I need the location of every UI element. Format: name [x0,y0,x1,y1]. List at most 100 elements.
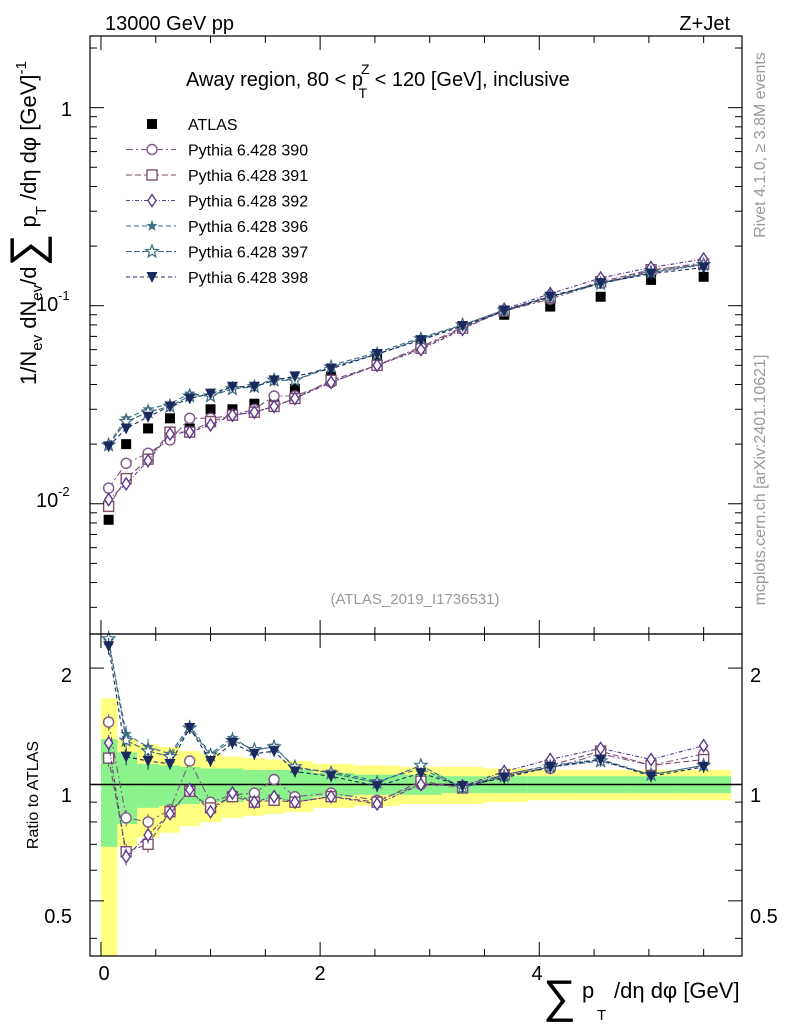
legend-label: ATLAS [188,117,238,134]
ratio-y-tick-label: 2 [61,665,72,687]
ratio-plot-series [100,630,712,866]
data-point-atlas [143,423,154,434]
process-label: Z+Jet [679,13,730,35]
data-point-pythia-6-428-398 [268,375,280,387]
plot-title: Away region, 80 < pZ T < 120 [GeV], inclu… [186,61,570,101]
x-axis-title: ∑ p T /dη dφ [GeV] [543,970,740,1024]
ratio-point-pythia-6-428-398 [289,766,301,778]
legend-marker [146,143,158,156]
legend-label: Pythia 6.428 398 [188,270,308,287]
ratio-point-pythia-6-428-398 [325,771,337,783]
legend-label: Pythia 6.428 390 [188,143,308,160]
ratio-point-pythia-6-428-398 [268,746,280,758]
legend-label: Pythia 6.428 397 [188,245,308,262]
ratio-point-pythia-6-428-392 [165,806,175,821]
ratio-point-pythia-6-428-392 [416,777,426,792]
legend-item-pythia-6-428-391: Pythia 6.428 391 [126,168,308,185]
ratio-band-inner-bin [117,752,138,825]
data-point-pythia-6-428-392 [290,391,300,406]
data-point-pythia-6-428-398 [544,291,556,303]
series-line-pythia-6-428-397 [108,264,704,446]
analysis-id-label: (ATLAS_2019_I1736531) [330,591,499,608]
ratio-point-pythia-6-428-392 [290,794,300,810]
svg-text:Away region, 80 < pZT < 120 [G: Away region, 80 < pZ T < 120 [GeV], inclu… [186,61,570,101]
ratio-point-pythia-6-428-392 [249,794,260,810]
ratio-y-tick-label: 1 [61,785,72,807]
legend-marker [146,169,158,181]
data-point-pythia-6-428-398 [698,262,710,274]
ratio-point-pythia-6-428-392 [227,785,238,801]
legend-item-atlas: ATLAS [147,117,238,134]
ratio-y-tick-label: 0.5 [44,906,72,928]
ratio-plot-frame [89,633,743,957]
data-point-pythia-6-428-392 [326,375,336,390]
main-y-tick-label: 1 [61,99,72,121]
legend-item-pythia-6-428-392: Pythia 6.428 392 [126,193,308,211]
data-point-atlas [164,413,175,424]
ratio-point-pythia-6-428-390 [120,812,132,824]
svg-text:∑: ∑ [543,970,576,1022]
ratio-band-inner-bin [100,739,118,847]
x-tick-label: 4 [531,963,542,985]
data-point-pythia-6-428-392 [249,404,260,420]
ratio-point-pythia-6-428-398 [120,751,132,763]
data-point-pythia-6-428-390 [120,457,132,470]
ratio-point-pythia-6-428-398 [595,754,607,766]
legend-marker [146,272,158,283]
energy-label: 13000 GeV pp [105,13,234,35]
ratio-point-pythia-6-428-398 [226,738,238,750]
legend-label: Pythia 6.428 392 [188,194,308,211]
svg-text:10: 10 [36,490,58,512]
data-point-pythia-6-428-398 [120,423,132,435]
ratio-y-tick-label-right: 1 [750,785,761,807]
data-point-pythia-6-428-398 [457,320,469,332]
ratio-point-pythia-6-428-398 [248,748,260,760]
ratio-point-pythia-6-428-398 [142,755,154,767]
ratio-y-axis-title: Ratio to ATLAS [25,741,42,849]
mcplots-label: mcplots.cern.ch [arXiv:2401.10621] [752,355,769,606]
ratio-point-pythia-6-428-392 [143,827,153,843]
main-y-tick-label: 10 -1 [36,288,70,316]
x-tick-label: 2 [314,963,325,985]
series-line-pythia-6-428-392 [108,258,704,501]
svg-text:10: 10 [36,294,58,316]
ratio-y-tick-label-right: 2 [750,665,761,687]
data-point-pythia-6-428-398 [248,381,260,393]
svg-text:1: 1 [61,99,72,121]
legend-marker [147,119,157,129]
data-point-pythia-6-428-398 [371,349,383,361]
ratio-point-pythia-6-428-397 [118,732,134,748]
data-point-pythia-6-428-392 [269,399,279,414]
data-point-pythia-6-428-398 [498,306,510,318]
data-point-pythia-6-428-398 [184,393,196,405]
legend-item-pythia-6-428-396: Pythia 6.428 396 [126,219,308,236]
ratio-point-pythia-6-428-398 [645,771,657,783]
legend-label: Pythia 6.428 396 [188,219,308,236]
ratio-point-pythia-6-428-392 [205,804,216,820]
legend-marker [146,220,158,231]
data-point-pythia-6-428-392 [227,407,238,423]
legend: ATLAS Pythia 6.428 390 Pythia 6.428 391 Pyt… [126,117,308,287]
svg-text:-1: -1 [58,288,70,303]
main-plot-series [100,251,712,525]
data-point-pythia-6-428-392 [184,424,195,440]
ratio-band-inner-bin [137,763,160,808]
svg-text:-2: -2 [58,484,70,499]
ratio-point-pythia-6-428-392 [269,789,279,804]
svg-text:1/Nev dNev/d∑ pT /dη dφ [GeV]: 1/Nev dNev/d∑ pT /dη dφ [GeV]-1 [0,61,52,385]
axis-ticks [90,36,742,956]
ratio-point-pythia-6-428-398 [498,772,510,784]
ratio-point-pythia-6-428-392 [184,782,195,797]
x-tick-label: 0 [98,963,109,985]
ratio-band-inner-bin [159,765,180,806]
ratio-point-pythia-6-428-392 [646,752,656,767]
legend-item-pythia-6-428-390: Pythia 6.428 390 [126,143,308,160]
ratio-point-pythia-6-428-392 [121,849,132,865]
data-point-atlas [698,271,709,282]
data-point-pythia-6-428-398 [325,363,337,375]
data-point-pythia-6-428-390 [102,482,115,494]
data-point-atlas [121,439,132,450]
data-point-pythia-6-428-392 [103,492,114,507]
ratio-point-pythia-6-428-392 [326,789,336,804]
